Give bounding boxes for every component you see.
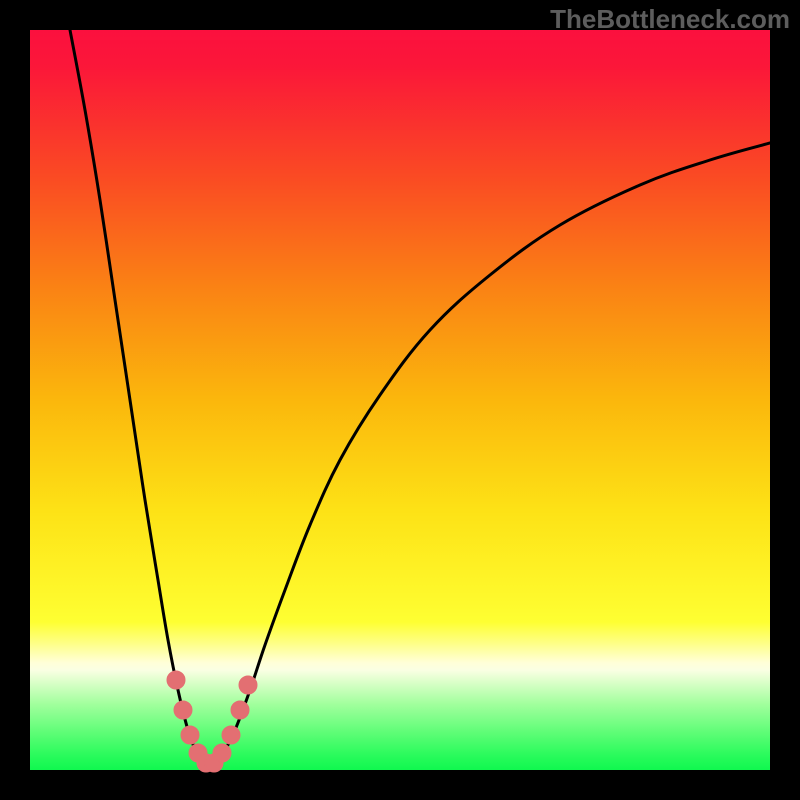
watermark-text: TheBottleneck.com bbox=[550, 4, 790, 35]
data-marker bbox=[222, 726, 240, 744]
data-marker bbox=[174, 701, 192, 719]
data-marker bbox=[167, 671, 185, 689]
data-marker bbox=[239, 676, 257, 694]
data-marker bbox=[181, 726, 199, 744]
chart-container: TheBottleneck.com bbox=[0, 0, 800, 800]
data-marker bbox=[213, 744, 231, 762]
bottleneck-chart bbox=[0, 0, 800, 800]
data-marker bbox=[231, 701, 249, 719]
chart-background bbox=[30, 30, 770, 770]
